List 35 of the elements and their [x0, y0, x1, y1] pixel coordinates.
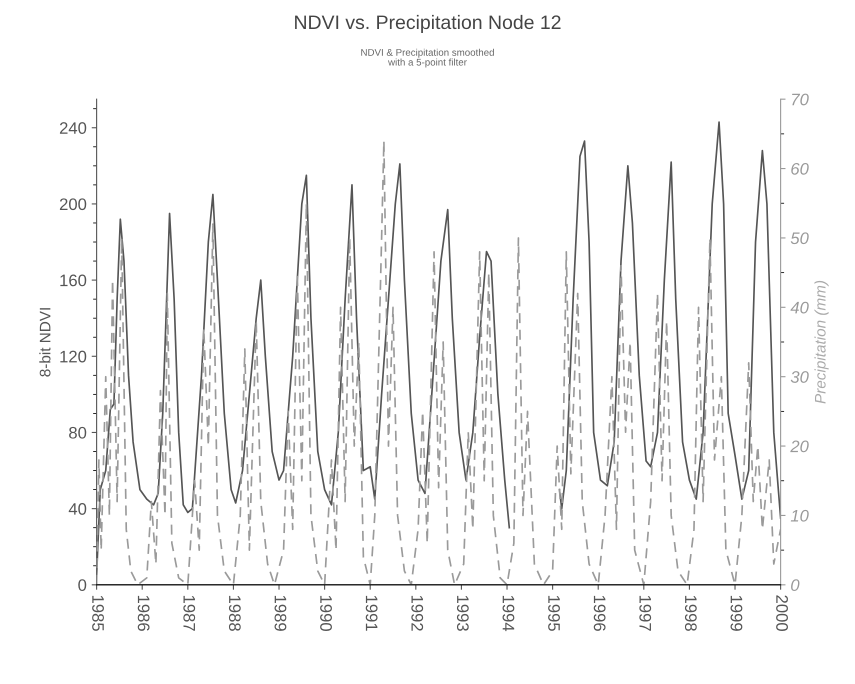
y2-tick-label: 60 — [791, 162, 809, 175]
x-tick-label: 1997 — [639, 596, 652, 631]
y2-tick-label: 0 — [791, 579, 800, 592]
x-tick-label: 1987 — [183, 596, 196, 631]
y2-axis-title: Precipitation (mm) — [814, 280, 829, 404]
y2-tick-label: 10 — [790, 510, 809, 522]
y2-tick-label: 70 — [792, 94, 809, 106]
x-tick-label: 1992 — [411, 596, 424, 631]
y-tick-label: 40 — [68, 503, 86, 515]
x-tick-label: 1991 — [366, 596, 378, 631]
x-tick-label: 1988 — [228, 596, 241, 631]
x-tick-label: 1993 — [456, 596, 469, 631]
x-tick-label: 1990 — [320, 596, 332, 631]
y-tick-label: 200 — [60, 198, 86, 210]
x-tick-label: 1994 — [502, 596, 514, 632]
y2-tick-label: 50 — [790, 232, 809, 244]
chart-subtitle: NDVI & Precipitation smoothed with a 5-point filter — [361, 48, 494, 68]
y-tick-label: 0 — [78, 579, 86, 592]
y-tick-label: 160 — [60, 274, 86, 286]
y2-tick-label: 30 — [790, 371, 809, 383]
x-tick-label: 2000 — [776, 595, 788, 631]
x-tick-label: 1989 — [274, 596, 286, 631]
y2-tick-label: 40 — [790, 302, 809, 314]
x-tick-label: 1995 — [548, 596, 560, 631]
x-tick-label: 1996 — [594, 596, 606, 631]
x-tick-label: 1999 — [730, 596, 742, 631]
y-axis-title: 8-bit NDVI — [39, 308, 51, 377]
y-tick-label: 240 — [60, 122, 86, 134]
y-tick-label: 120 — [60, 350, 86, 362]
chart-title: NDVI vs. Precipitation Node 12 — [295, 14, 561, 34]
y-tick-label: 80 — [69, 426, 86, 439]
y2-tick-label: 20 — [790, 440, 809, 452]
x-tick-label: 1998 — [684, 596, 697, 631]
x-tick-label: 1985 — [92, 596, 104, 631]
x-tick-label: 1986 — [138, 596, 150, 631]
